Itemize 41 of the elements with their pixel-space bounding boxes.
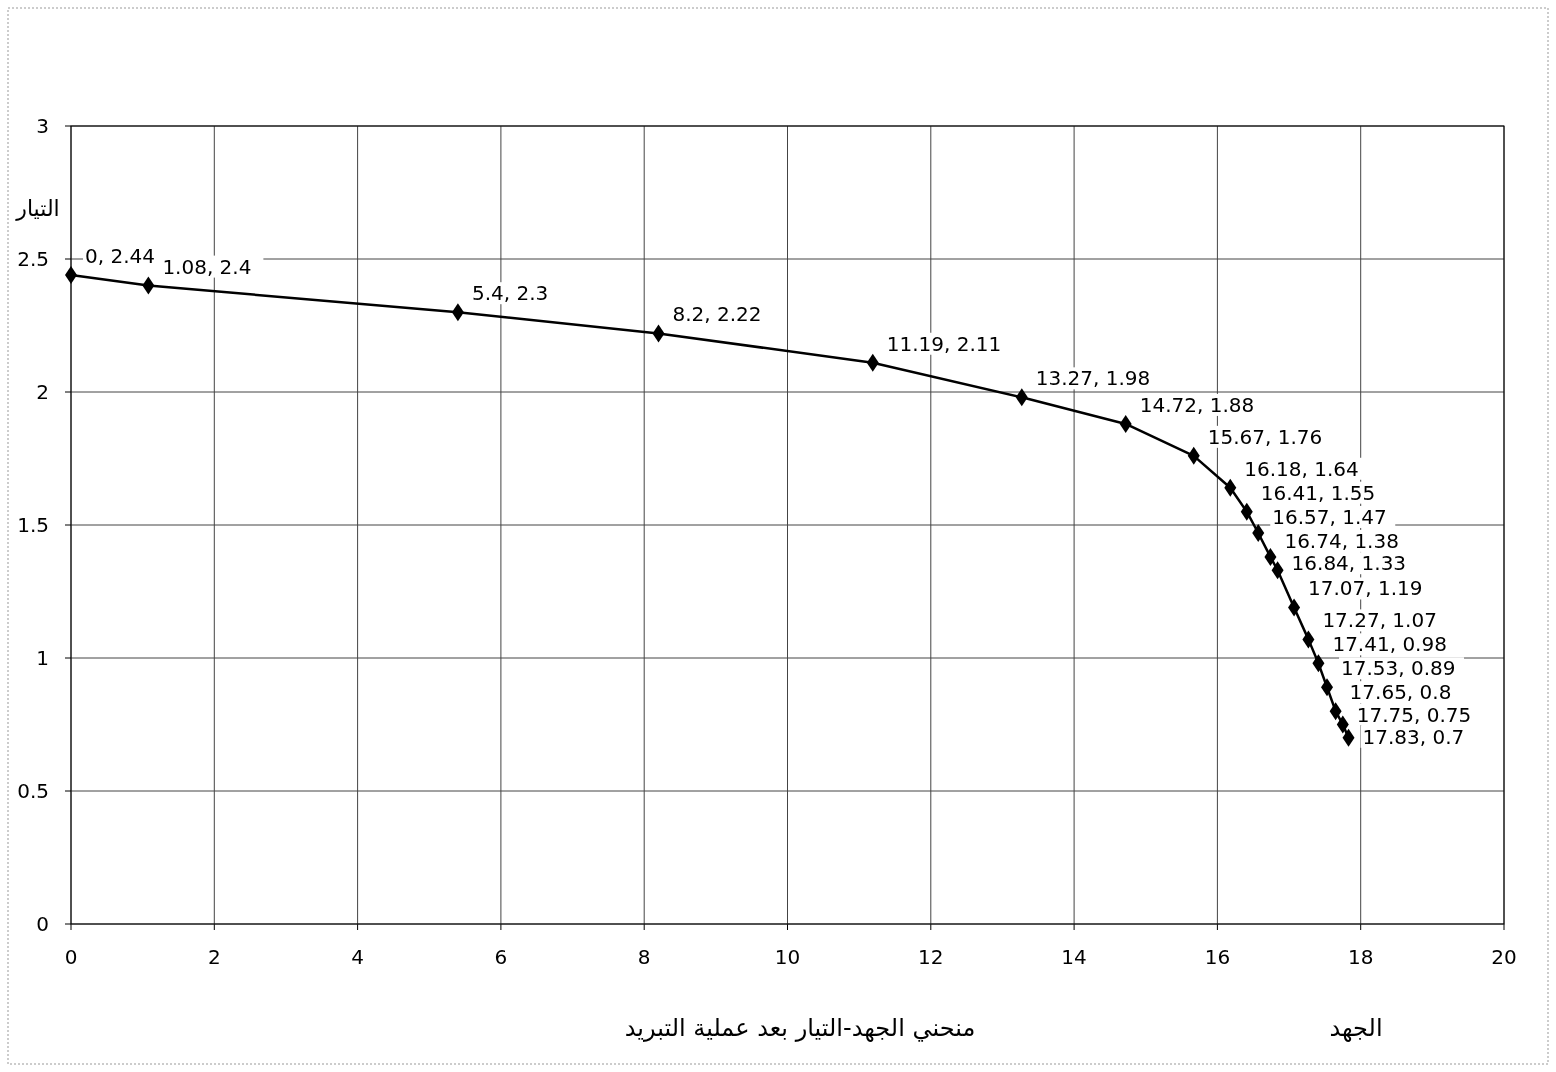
- y-tick-label: 0: [36, 912, 49, 936]
- x-tick-label: 18: [1347, 945, 1374, 969]
- x-tick-label: 14: [1061, 945, 1087, 969]
- data-label: 16.41, 1.55: [1260, 480, 1376, 505]
- data-label: 5.4, 2.3: [471, 281, 549, 306]
- data-label: 16.18, 1.64: [1244, 456, 1359, 481]
- data-label: 17.53, 0.89: [1341, 656, 1456, 681]
- y-tick-label: 3: [36, 114, 49, 138]
- x-axis-title: الجهد: [1329, 1014, 1383, 1042]
- data-label: 16.84, 1.33: [1291, 551, 1407, 576]
- data-label: 17.07, 1.19: [1308, 576, 1423, 601]
- data-label: 17.27, 1.07: [1322, 608, 1437, 633]
- data-label: 0, 2.44: [85, 243, 155, 268]
- x-tick-label: 4: [351, 945, 364, 969]
- x-tick-label: 20: [1491, 945, 1517, 969]
- text: منحني الجهد-التيار بعد عملية التبريد: [624, 1014, 976, 1042]
- y-tick-label: 2.5: [17, 247, 49, 271]
- x-tick-label: 0: [64, 945, 78, 969]
- data-label: 17.75, 0.75: [1356, 702, 1472, 727]
- data-label: 14.72, 1.88: [1139, 392, 1255, 417]
- data-label: 17.65, 0.8: [1349, 680, 1452, 705]
- y-axis-title: التيار: [15, 196, 60, 221]
- data-label: 16.74, 1.38: [1284, 528, 1399, 553]
- x-tick-label: 16: [1204, 945, 1231, 969]
- y-tick-label: 1.5: [17, 513, 49, 537]
- data-label: 13.27, 1.98: [1035, 366, 1151, 391]
- x-tick-label: 6: [494, 945, 508, 969]
- data-label: 17.41, 0.98: [1332, 632, 1447, 657]
- data-label: 17.83, 0.7: [1362, 724, 1465, 749]
- data-label: 1.08, 2.4: [162, 254, 252, 279]
- x-tick-label: 2: [207, 945, 221, 969]
- x-tick-label: 12: [918, 945, 944, 969]
- y-tick-label: 2: [36, 380, 49, 404]
- data-label: 11.19, 2.11: [886, 331, 1002, 356]
- data-label: 15.67, 1.76: [1207, 424, 1323, 449]
- y-tick-label: 1: [36, 646, 49, 670]
- data-label: 8.2, 2.22: [672, 302, 762, 327]
- x-tick-label: 8: [637, 945, 651, 969]
- y-tick-label: 0.5: [17, 779, 49, 803]
- x-tick-label: 10: [774, 945, 801, 969]
- data-label: 16.57, 1.47: [1272, 504, 1387, 529]
